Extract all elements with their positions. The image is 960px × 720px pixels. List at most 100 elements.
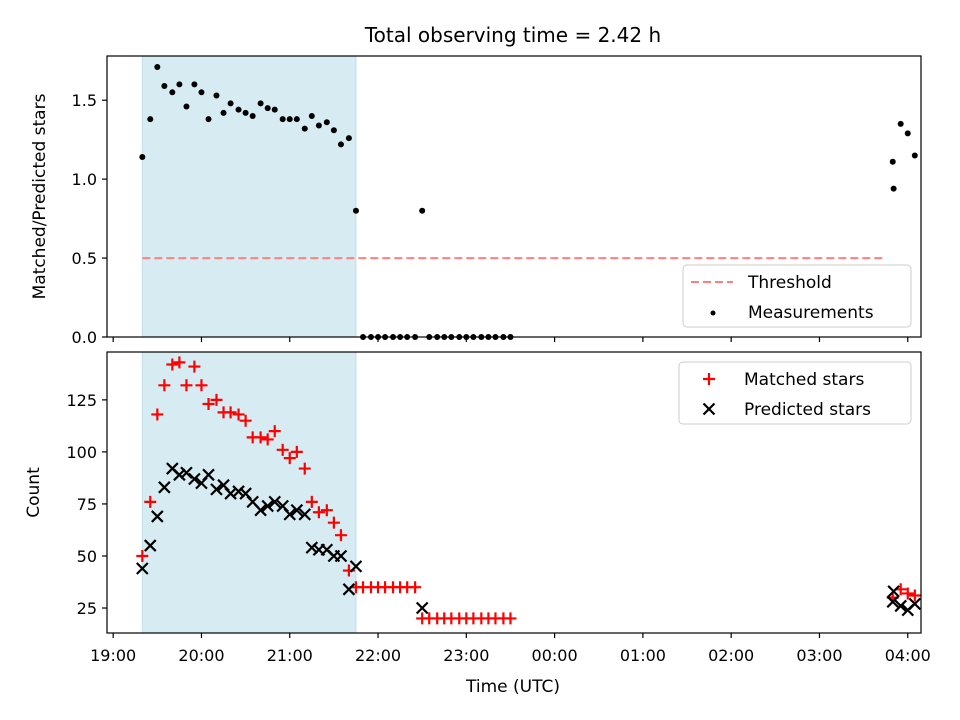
data-point [312, 506, 325, 519]
data-point [213, 92, 220, 99]
legend-label: Matched stars [744, 370, 864, 390]
y-tick-label: 1.0 [72, 170, 97, 189]
count-shaded-interval [141, 351, 357, 634]
data-point [139, 154, 146, 161]
data-point [342, 583, 356, 596]
y-tick-label: 125 [66, 391, 97, 410]
y-tick-label: 75 [77, 495, 97, 514]
data-point [136, 562, 149, 575]
data-point [298, 462, 311, 475]
x-axis-label: Time (UTC) [465, 677, 560, 697]
x-tick-label: 03:00 [796, 646, 842, 665]
data-point [305, 541, 319, 554]
data-point [290, 445, 303, 458]
data-point [334, 549, 348, 563]
data-point [254, 431, 267, 444]
measurements-series [139, 64, 918, 340]
data-point [202, 398, 215, 411]
legend-box [682, 264, 912, 328]
data-point [147, 116, 154, 123]
predicted-stars-series [136, 462, 922, 617]
data-point [242, 109, 249, 116]
data-point [166, 358, 179, 371]
x-tick-label: 21:00 [267, 646, 313, 665]
data-point [227, 100, 234, 107]
data-point [151, 408, 164, 421]
y-tick-label: 1.5 [72, 91, 97, 110]
chart-title: Total observing time = 2.42 h [364, 23, 661, 47]
data-point [254, 503, 267, 517]
data-point [305, 495, 318, 508]
data-point [176, 81, 183, 88]
data-point [334, 529, 347, 542]
data-point [224, 406, 237, 419]
legend-marker [702, 402, 716, 416]
data-point [220, 109, 227, 116]
data-point [180, 379, 193, 392]
data-point [268, 425, 281, 438]
data-point [349, 560, 363, 573]
data-point [283, 508, 297, 521]
data-point [886, 595, 900, 609]
data-point [908, 597, 922, 611]
data-point [298, 508, 312, 521]
legend-marker [710, 310, 716, 316]
data-point [908, 589, 921, 602]
data-point [210, 393, 223, 406]
data-point [257, 100, 264, 107]
data-point [195, 379, 208, 392]
data-point [327, 516, 340, 529]
x-tick-label: 04:00 [885, 646, 931, 665]
data-point [894, 599, 907, 613]
bottom-panel: 25 50 75 100 125 19:00 20:00 21:00 22:00 23:00 00:… [24, 351, 931, 665]
ratio-shaded-interval [141, 55, 357, 338]
data-point [158, 481, 171, 494]
y-tick-label: 50 [77, 547, 97, 566]
data-point [290, 503, 304, 517]
x-tick-label: 19:00 [90, 646, 136, 665]
data-point [890, 185, 897, 192]
data-point [180, 466, 193, 480]
data-point [158, 379, 171, 392]
data-point [904, 130, 911, 137]
x-tick-label: 22:00 [355, 646, 401, 665]
matched-stars-series [136, 356, 921, 625]
legend-marker [703, 373, 715, 385]
data-point [202, 468, 215, 482]
legend-box [678, 361, 912, 425]
y-tick-label: 0.0 [72, 328, 97, 347]
data-point [261, 433, 274, 446]
ratio-axes-frame [106, 55, 922, 338]
data-point [320, 504, 333, 517]
data-point [337, 141, 344, 148]
x-tick-label: 20:00 [178, 646, 224, 665]
data-point [232, 485, 245, 498]
data-point [345, 135, 352, 142]
data-point [897, 120, 904, 127]
count-y-axis-label: Count [24, 467, 44, 518]
data-point [239, 414, 252, 427]
data-point [911, 152, 918, 159]
data-point [315, 122, 322, 129]
data-point [191, 81, 198, 88]
legend-label: Predicted stars [744, 400, 871, 420]
data-point [504, 612, 517, 625]
data-point [889, 158, 896, 165]
top-panel: 0.0 0.5 1.0 1.5 Matched/Predicted stars Thres… [30, 55, 922, 347]
ratio-legend: Threshold Measurements [682, 264, 912, 328]
data-point [210, 483, 223, 496]
data-point [268, 495, 282, 509]
data-point [188, 360, 201, 373]
legend-label: Threshold [747, 273, 832, 293]
data-point [169, 89, 176, 96]
data-point [151, 510, 164, 523]
data-point [419, 207, 426, 214]
data-point [173, 468, 186, 482]
data-point [154, 64, 161, 71]
data-point [901, 587, 914, 600]
y-tick-label: 25 [77, 599, 97, 618]
count-legend: Matched stars Predicted stars [678, 361, 912, 425]
data-point [183, 103, 190, 110]
x-tick-label: 02:00 [708, 646, 754, 665]
